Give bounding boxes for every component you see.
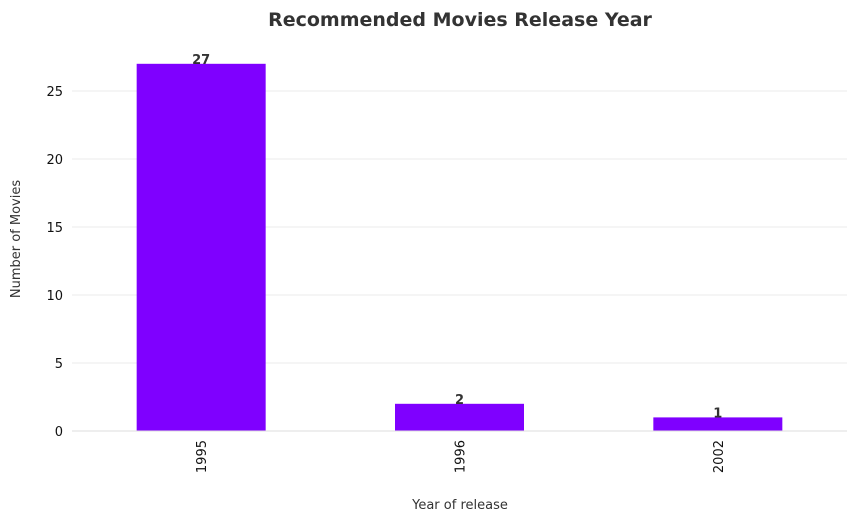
bars xyxy=(136,63,783,432)
x-tick-label-1996: 1996 xyxy=(454,440,469,473)
data-label-2002: 1 xyxy=(713,406,722,421)
x-tick-label-2002: 2002 xyxy=(712,440,727,473)
y-tick-label: 0 xyxy=(55,425,63,440)
y-tick-label: 25 xyxy=(46,85,63,100)
y-tick-label: 20 xyxy=(46,153,63,168)
y-tick-label: 5 xyxy=(55,357,63,372)
y-tick-label: 10 xyxy=(46,289,63,304)
y-axis-title: Number of Movies xyxy=(9,180,24,298)
bar-2002 xyxy=(653,417,783,431)
y-axis-ticks: 0 5 10 15 20 25 xyxy=(46,85,63,440)
x-axis-title: Year of release xyxy=(411,498,508,513)
x-axis-ticks: 1995 1996 2002 xyxy=(195,440,727,473)
bar-1996 xyxy=(395,403,524,431)
data-label-1995: 27 xyxy=(192,53,210,68)
chart-title: Recommended Movies Release Year xyxy=(268,9,652,31)
bar-1995 xyxy=(136,63,266,432)
x-tick-label-1995: 1995 xyxy=(195,440,210,473)
data-label-1996: 2 xyxy=(455,393,464,408)
data-labels: 27 2 1 xyxy=(192,53,722,422)
y-tick-label: 15 xyxy=(46,221,63,236)
